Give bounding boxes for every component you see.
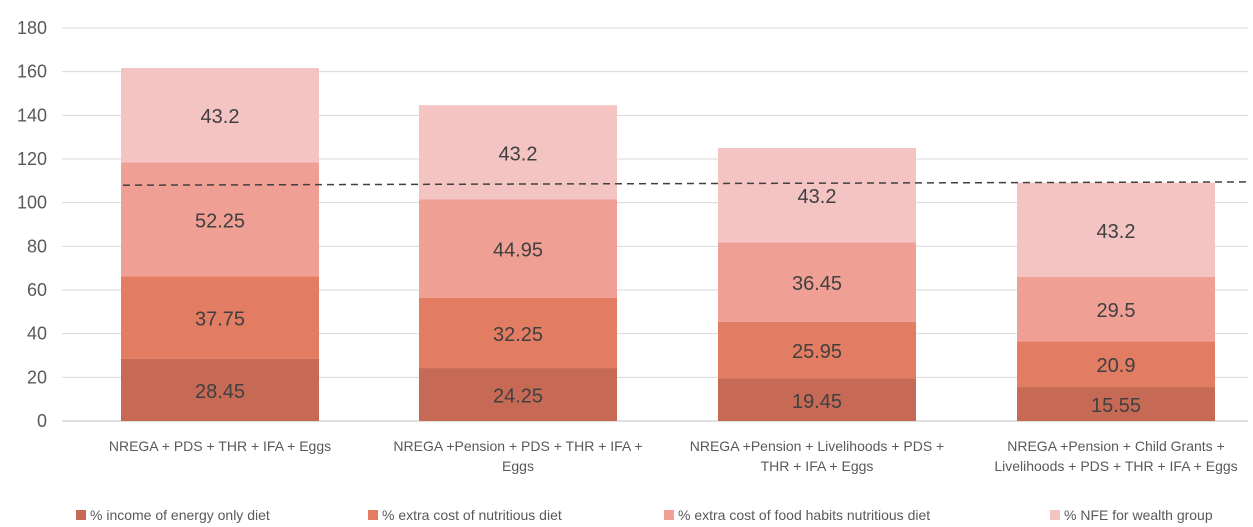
bar-segment: [419, 297, 617, 369]
legend-label: % extra cost of food habits nutritious d…: [678, 507, 930, 523]
y-tick-label: 100: [17, 193, 47, 213]
legend-label: % income of energy only diet: [90, 507, 270, 523]
reference-line: [122, 181, 1249, 186]
legend-swatch: [76, 510, 86, 520]
data-label: 36.45: [792, 273, 842, 295]
bar-segment: [419, 199, 617, 298]
bar-segment: [121, 358, 319, 421]
data-label: 32.25: [493, 324, 543, 346]
data-label: 29.5: [1097, 300, 1136, 322]
x-category-label: NREGA + PDS + THR + IFA + Eggs: [109, 438, 331, 454]
data-label: 15.55: [1091, 395, 1141, 417]
x-axis: NREGA + PDS + THR + IFA + Eggs NREGA +Pen…: [109, 438, 1238, 474]
bar-segment: [1017, 387, 1215, 421]
legend-label: % NFE for wealth group: [1064, 507, 1213, 523]
data-label: 43.2: [201, 106, 240, 128]
bar-segment: [1017, 277, 1215, 342]
legend-swatch: [664, 510, 674, 520]
data-label: 43.2: [499, 143, 538, 165]
legend: % income of energy only diet % extra cost…: [76, 507, 1213, 523]
x-category-label: NREGA +Pension + PDS + THR + IFA +: [393, 438, 642, 454]
data-label: 43.2: [798, 186, 837, 208]
legend-swatch: [1050, 510, 1060, 520]
data-label: 52.25: [195, 210, 245, 232]
bars: 28.45 37.75 52.25 43.2 24.25 32.25 44.95 43.2 19…: [121, 68, 1215, 421]
reference-line-group: [122, 181, 1249, 186]
bar-segment: [419, 368, 617, 421]
bar-segment: [1017, 182, 1215, 278]
x-category-label: Eggs: [502, 458, 534, 474]
bar-segment: [718, 242, 916, 322]
x-category-label: THR + IFA + Eggs: [761, 458, 874, 474]
bar-segment: [718, 378, 916, 421]
bar-segment: [1017, 341, 1215, 388]
bar-segment: [718, 321, 916, 379]
data-label: 44.95: [493, 240, 543, 262]
legend-label: % extra cost of nutritious diet: [382, 507, 562, 523]
bar-segment: [121, 276, 319, 359]
x-category-label: NREGA +Pension + Child Grants +: [1007, 438, 1225, 454]
y-tick-label: 180: [17, 18, 47, 38]
x-category-label: Livelihoods + PDS + THR + IFA + Eggs: [994, 458, 1237, 474]
data-label: 28.45: [195, 381, 245, 403]
bar-segment: [718, 147, 916, 243]
data-label: 20.9: [1097, 355, 1136, 377]
data-label: 43.2: [1097, 221, 1136, 243]
data-label: 19.45: [792, 391, 842, 413]
data-label: 37.75: [195, 309, 245, 331]
legend-swatch: [368, 510, 378, 520]
data-label: 24.25: [493, 386, 543, 408]
y-tick-label: 80: [27, 236, 47, 256]
bar-segment: [121, 162, 319, 277]
y-tick-label: 0: [37, 411, 47, 431]
y-tick-label: 40: [27, 324, 47, 344]
y-tick-label: 160: [17, 62, 47, 82]
y-tick-label: 60: [27, 280, 47, 300]
y-tick-label: 20: [27, 367, 47, 387]
y-tick-label: 140: [17, 105, 47, 125]
y-tick-label: 120: [17, 149, 47, 169]
x-category-label: NREGA +Pension + Livelihoods + PDS +: [690, 438, 944, 454]
bar-segment: [121, 68, 319, 163]
data-label: 25.95: [792, 341, 842, 363]
